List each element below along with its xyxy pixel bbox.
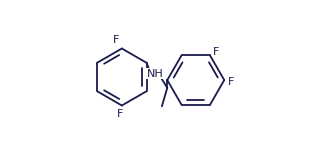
Text: F: F <box>213 47 220 57</box>
Text: NH: NH <box>146 69 163 79</box>
Text: F: F <box>117 109 124 119</box>
Text: F: F <box>228 77 234 87</box>
Text: F: F <box>113 35 119 45</box>
